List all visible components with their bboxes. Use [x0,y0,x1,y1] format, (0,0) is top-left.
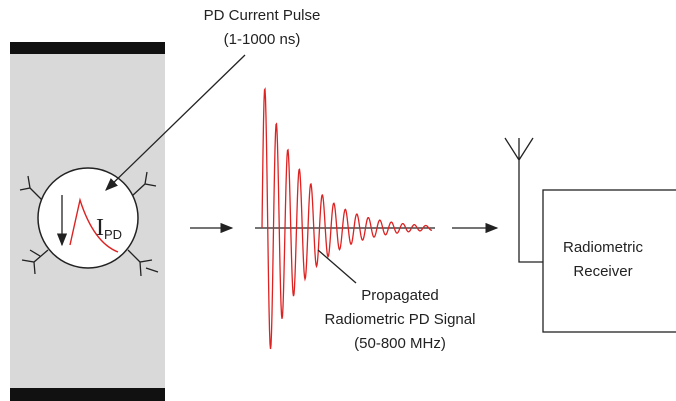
current-i: I [96,215,104,241]
signal-band: (50-800 MHz) [354,335,446,352]
current-symbol: IPD [96,215,122,242]
pulse-leader [105,54,246,191]
signal-line2: Radiometric PD Signal [325,311,476,328]
pulse-duration: (1-1000 ns) [224,31,301,48]
antenna [504,137,543,263]
trees [19,171,159,277]
receiver-line1: Radiometric [563,239,644,256]
current-sub: PD [104,227,122,242]
pulse-curve [69,197,119,253]
electrode-bottom [10,388,165,401]
rf-signal [261,87,433,350]
signal-line1: Propagated [361,287,439,304]
pulse-title: PD Current Pulse [204,7,321,24]
signal-leader [317,249,357,284]
receiver-box [542,189,676,333]
receiver-line2: Receiver [573,263,632,280]
void [37,167,139,269]
electrode-top [10,42,165,54]
